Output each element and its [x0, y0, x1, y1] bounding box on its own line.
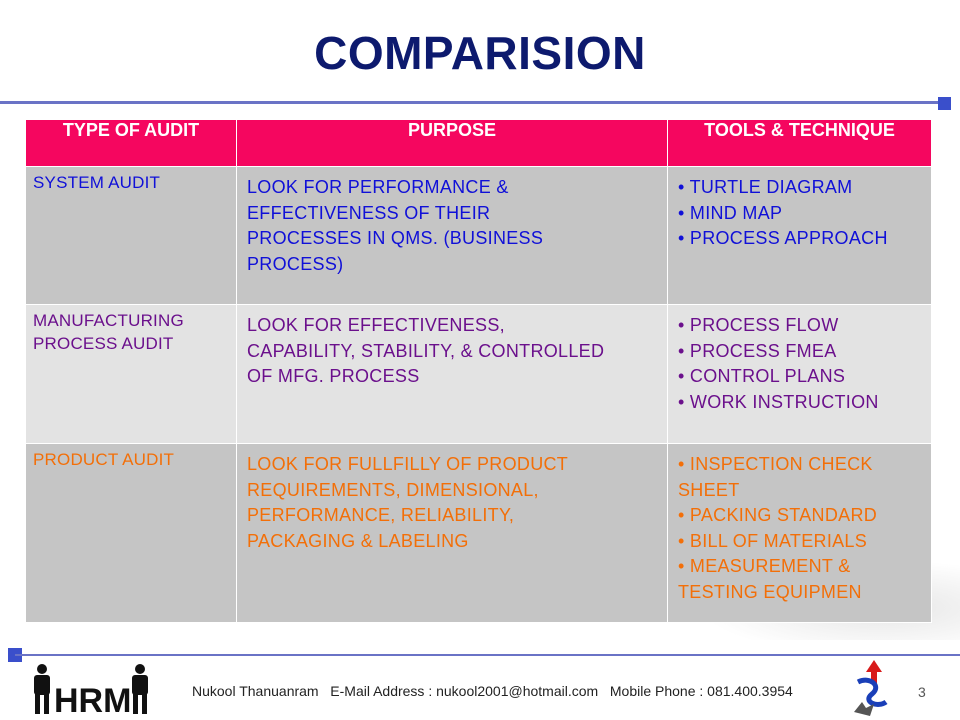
tool-item: • INSPECTION CHECK [678, 454, 873, 474]
cell-audit-type: PRODUCT AUDIT [25, 443, 237, 623]
cell-tools: • PROCESS FLOW • PROCESS FMEA • CONTROL … [667, 304, 932, 444]
footer-email[interactable]: nukool2001@hotmail.com [436, 683, 599, 699]
audit-type-line: PRODUCT AUDIT [33, 450, 175, 469]
header-purpose: PURPOSE [236, 119, 668, 167]
footer-phone: 081.400.3954 [707, 683, 793, 699]
purpose-line: PROCESSES IN QMS. (BUSINESS [247, 228, 544, 248]
audit-type-line: SYSTEM AUDIT [33, 173, 161, 192]
purpose-line: LOOK FOR FULLFILLY OF PRODUCT [247, 454, 569, 474]
footer-phone-label: Mobile Phone : [609, 683, 704, 699]
tool-item: • TURTLE DIAGRAM [678, 177, 853, 197]
purpose-line: LOOK FOR PERFORMANCE & [247, 177, 509, 197]
header-type-of-audit: TYPE OF AUDIT [25, 119, 237, 167]
tool-item: • CONTROL PLANS [678, 366, 846, 386]
purpose-line: REQUIREMENTS, DIMENSIONAL, [247, 479, 539, 500]
cell-tools: • INSPECTION CHECK SHEET • PACKING STAND… [667, 443, 932, 623]
cell-purpose: LOOK FOR EFFECTIVENESS, CAPABILITY, STAB… [236, 304, 668, 444]
audit-type-line: MANUFACTURING [33, 311, 184, 330]
emblem-logo-icon [854, 660, 888, 716]
footer-contact: Nukool Thanuanram E-Mail Address : nukoo… [192, 683, 793, 699]
audit-type-line: PROCESS AUDIT [33, 334, 174, 353]
tool-item: TESTING EQUIPMEN [678, 581, 862, 602]
header-tools-technique: TOOLS & TECHNIQUE [667, 119, 932, 167]
tool-item: SHEET [678, 479, 740, 500]
purpose-line: EFFECTIVENESS OF THEIR [247, 202, 491, 223]
cell-tools: • TURTLE DIAGRAM • MIND MAP • PROCESS AP… [667, 166, 932, 305]
tool-item: • WORK INSTRUCTION [678, 391, 879, 412]
tool-item: • PROCESS FLOW [678, 315, 839, 335]
cell-audit-type: MANUFACTURING PROCESS AUDIT [25, 304, 237, 444]
tool-item: • PROCESS APPROACH [678, 228, 888, 248]
purpose-line: PROCESS) [247, 253, 344, 274]
table-row-system-audit: SYSTEM AUDIT LOOK FOR PERFORMANCE & EFFE… [25, 166, 932, 305]
cell-purpose: LOOK FOR PERFORMANCE & EFFECTIVENESS OF … [236, 166, 668, 305]
title-divider [0, 101, 942, 104]
slide-title: COMPARISION [314, 27, 646, 79]
page-number: 3 [918, 684, 926, 700]
purpose-line: PERFORMANCE, RELIABILITY, [247, 505, 515, 525]
tool-item: • PACKING STANDARD [678, 505, 878, 525]
cell-audit-type: SYSTEM AUDIT [25, 166, 237, 305]
table-header-row: TYPE OF AUDIT PURPOSE TOOLS & TECHNIQUE [25, 119, 932, 167]
hrm-logo: HRM [34, 664, 148, 718]
table-row-manufacturing-process-audit: MANUFACTURING PROCESS AUDIT LOOK FOR EFF… [25, 304, 932, 444]
footer-divider [15, 654, 960, 656]
tool-item: • MEASUREMENT & [678, 556, 851, 576]
divider-square-marker [938, 97, 951, 110]
purpose-line: PACKAGING & LABELING [247, 530, 469, 551]
tool-item: • BILL OF MATERIALS [678, 530, 868, 551]
tool-item: • MIND MAP [678, 202, 783, 223]
purpose-line: OF MFG. PROCESS [247, 366, 420, 386]
footer-email-label: E-Mail Address : [330, 683, 433, 699]
hrm-logo-text: HRM [54, 682, 131, 718]
purpose-line: LOOK FOR EFFECTIVENESS, [247, 315, 505, 335]
footer-author: Nukool Thanuanram [192, 683, 319, 699]
cell-purpose: LOOK FOR FULLFILLY OF PRODUCT REQUIREMEN… [236, 443, 668, 623]
tool-item: • PROCESS FMEA [678, 340, 837, 361]
table-row-product-audit: PRODUCT AUDIT LOOK FOR FULLFILLY OF PROD… [25, 443, 932, 623]
purpose-line: CAPABILITY, STABILITY, & CONTROLLED [247, 340, 605, 361]
audit-comparison-table: TYPE OF AUDIT PURPOSE TOOLS & TECHNIQUE … [25, 119, 932, 623]
